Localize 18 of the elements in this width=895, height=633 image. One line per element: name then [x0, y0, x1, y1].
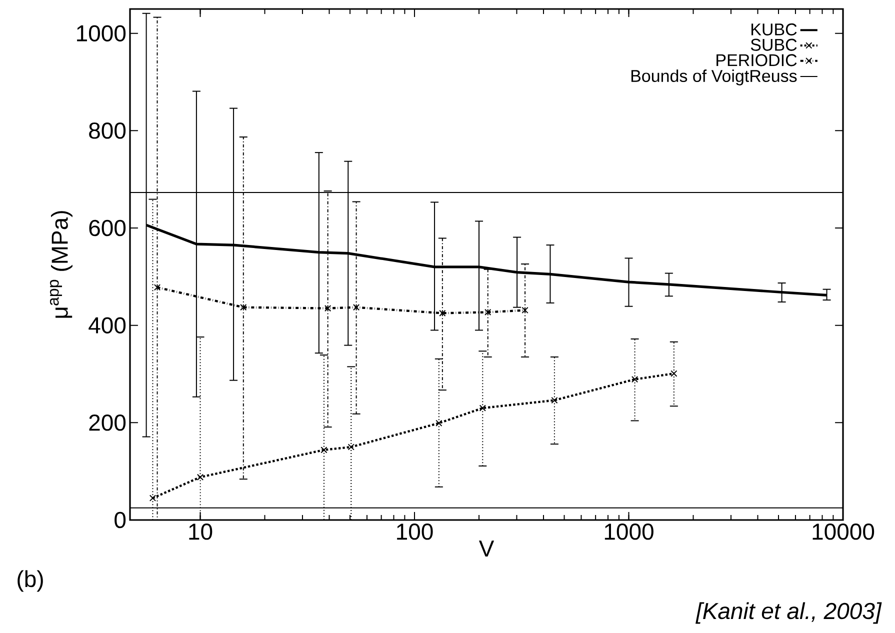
x-axis-title: V: [478, 540, 494, 557]
y-tick-label: 1000: [77, 25, 126, 42]
x-tick-label: 10: [189, 524, 212, 540]
text: [Kanit et al., 2003]: [696, 602, 882, 624]
x-tick-label: 1000: [604, 524, 654, 540]
y-tick-label: 0: [114, 512, 126, 528]
legend-label: Bounds of VoigtReuss: [631, 70, 797, 86]
legend-label: KUBC: [752, 23, 797, 36]
y-axis-title: μ$^{app}$ (MPa): [50, 211, 72, 318]
x-tick-label: 10000: [812, 524, 874, 540]
legend-label: SUBC: [750, 38, 797, 51]
y-tick-label: 800: [89, 122, 126, 139]
y-tick-label: 400: [88, 317, 126, 334]
x-tick-label: 100: [397, 524, 433, 540]
y-tick-label: 200: [89, 414, 126, 431]
y-tick-label: 600: [89, 220, 126, 236]
text: (b): [18, 570, 43, 592]
legend-label: PERIODIC: [716, 54, 797, 66]
